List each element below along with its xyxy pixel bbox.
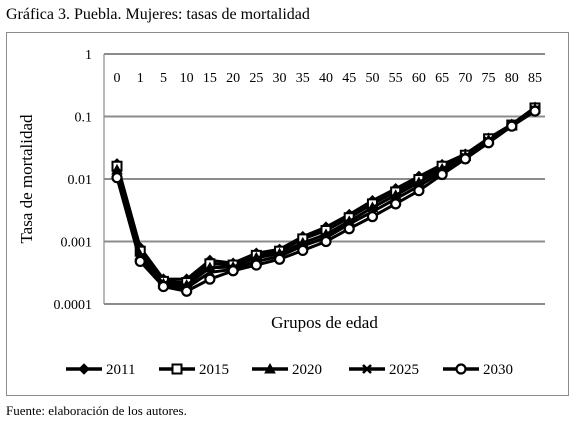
series-line <box>115 106 536 285</box>
x-tick-label: 25 <box>249 71 263 86</box>
legend-label: 2020 <box>292 362 322 378</box>
data-point <box>482 137 495 149</box>
data-point <box>320 235 332 248</box>
data-point <box>343 223 355 235</box>
chart-title: Gráfica 3. Puebla. Mujeres: tasas de mor… <box>6 6 310 23</box>
y-axis-label: Tasa de mortalidad <box>17 114 36 244</box>
x-axis-label: Grupos de edad <box>271 313 378 332</box>
legend-marker <box>264 362 276 374</box>
series-2011 <box>111 101 541 285</box>
x-tick-label: 1 <box>137 71 144 86</box>
data-point <box>529 105 541 117</box>
chart-frame <box>6 32 569 396</box>
legend-label: 2015 <box>199 362 229 378</box>
source-note: Fuente: elaboración de los autores. <box>6 403 187 418</box>
data-point <box>273 253 286 265</box>
x-tick-label: 45 <box>342 71 356 86</box>
x-tick-label: 5 <box>160 71 167 86</box>
y-tick-label: 0.0001 <box>54 298 93 313</box>
legend-item-2011: 2011 <box>66 362 135 378</box>
legend-label: 2025 <box>389 362 419 378</box>
x-tick-label: 55 <box>389 71 403 86</box>
x-tick-label: 40 <box>319 71 333 86</box>
series-line <box>115 107 536 287</box>
x-tick-label: 0 <box>114 71 121 86</box>
series-2030 <box>111 105 541 297</box>
data-point <box>250 259 262 271</box>
legend-item-2015: 2015 <box>159 362 229 378</box>
legend-item-2020: 2020 <box>252 362 322 378</box>
x-tick-label: 85 <box>528 71 542 86</box>
x-tick-label: 50 <box>365 71 379 86</box>
data-point <box>111 172 123 184</box>
data-point <box>181 285 193 297</box>
data-point <box>436 168 448 181</box>
data-point <box>506 120 518 132</box>
y-tick-label: 1 <box>85 48 92 63</box>
legend-label: 2011 <box>106 362 135 378</box>
data-point <box>366 211 379 223</box>
data-point <box>134 255 146 268</box>
series-2020 <box>111 102 541 290</box>
series-2015 <box>111 102 541 289</box>
data-point <box>227 265 239 277</box>
x-tick-label: 10 <box>180 71 194 86</box>
series-line <box>115 108 536 290</box>
series-2025 <box>112 105 540 293</box>
x-tick-label: 60 <box>412 71 426 86</box>
x-tick-label: 15 <box>203 71 217 86</box>
legend: 2011 2015 2020 2025 2030 <box>66 362 513 378</box>
gridlines <box>104 53 545 305</box>
legend-marker <box>78 363 90 375</box>
y-tick-label: 0.001 <box>61 236 93 251</box>
x-tick-label: 35 <box>296 71 310 86</box>
x-tick-label: 75 <box>482 71 496 86</box>
data-point <box>157 280 170 293</box>
legend-item-2025: 2025 <box>349 362 419 378</box>
data-point <box>459 153 471 165</box>
legend-marker <box>362 364 372 374</box>
data-point <box>204 273 216 285</box>
x-tick-label: 30 <box>273 71 287 86</box>
y-tick-label: 0.01 <box>68 173 93 188</box>
x-tick-label: 70 <box>458 71 472 86</box>
y-tick-label: 0.1 <box>75 111 93 126</box>
data-point <box>390 198 402 210</box>
data-point <box>297 244 309 257</box>
legend-marker <box>171 363 183 375</box>
x-tick-label: 20 <box>226 71 240 86</box>
legend-label: 2030 <box>483 362 513 378</box>
legend-item-2030: 2030 <box>443 362 513 378</box>
series-line <box>115 109 536 293</box>
legend-marker <box>455 363 467 375</box>
series-line <box>115 106 536 281</box>
x-tick-label: 65 <box>435 71 449 86</box>
x-tick-label: 80 <box>505 71 519 86</box>
data-point <box>413 185 425 197</box>
